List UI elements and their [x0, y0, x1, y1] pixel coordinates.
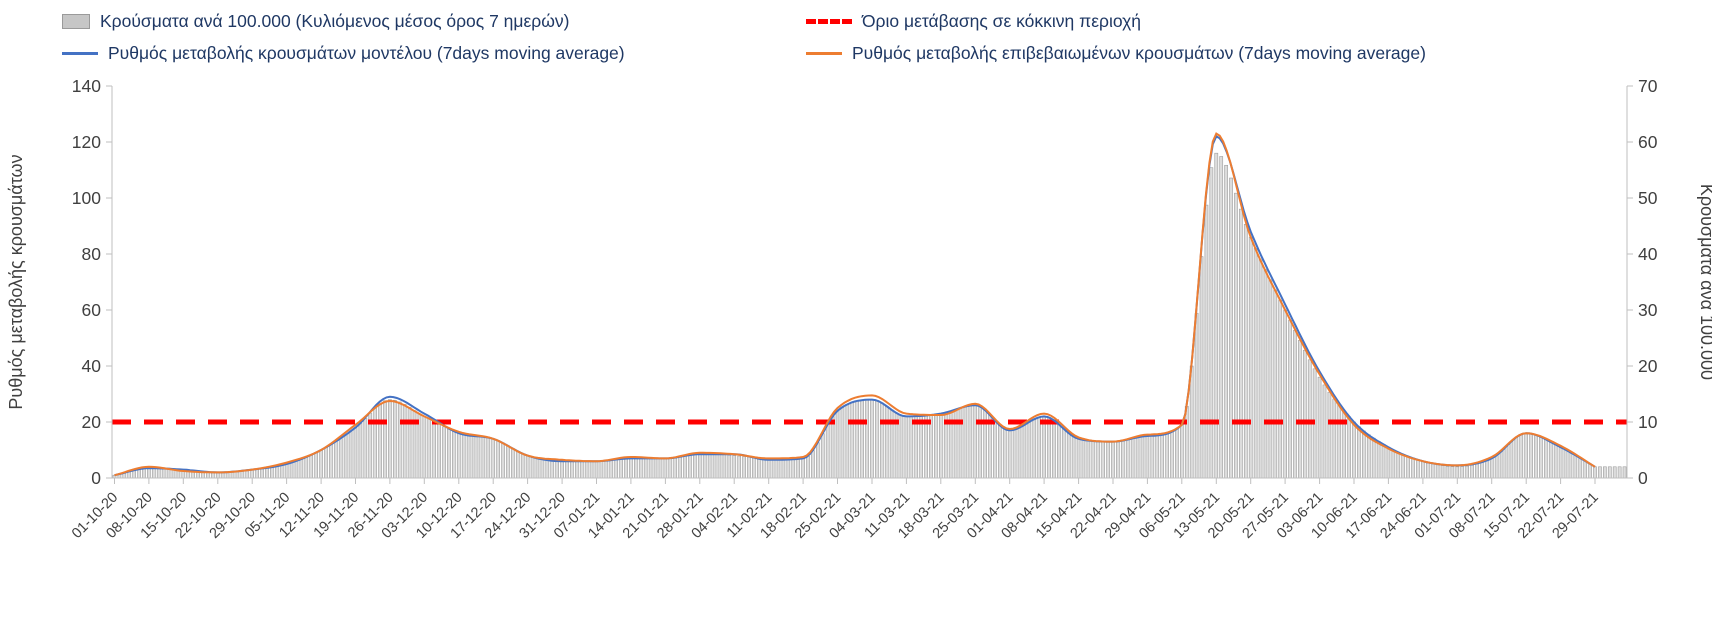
svg-text:20: 20 — [82, 412, 102, 432]
legend-row-1: Κρούσματα ανά 100.000 (Κυλιόμενος μέσος … — [0, 5, 1712, 37]
chart-svg: 0 20 40 60 80 100 120 140 0 10 20 30 40 50 60 70 01-10-2… — [6, 76, 1712, 542]
svg-text:20: 20 — [1638, 356, 1658, 376]
chart-canvas: 0 20 40 60 80 100 120 140 0 10 20 30 40 50 60 70 01-10-2… — [0, 70, 1712, 621]
legend-label-model: Ρυθμός μεταβολής κρουσμάτων μοντέλου (7d… — [108, 42, 625, 63]
svg-text:0: 0 — [91, 468, 101, 488]
legend-item-model: Ρυθμός μεταβολής κρουσμάτων μοντέλου (7d… — [62, 43, 806, 64]
legend-label-cases-bars: Κρούσματα ανά 100.000 (Κυλιόμενος μέσος … — [100, 10, 570, 31]
legend-item-threshold: Όριο μετάβασης σε κόκκινη περιοχή — [806, 11, 1141, 32]
left-axis-title: Ρυθμός μεταβολής κρουσμάτων — [6, 154, 26, 409]
legend-item-cases-bars: Κρούσματα ανά 100.000 (Κυλιόμενος μέσος … — [62, 11, 806, 32]
svg-text:40: 40 — [82, 356, 102, 376]
bar-swatch-icon — [62, 13, 90, 29]
svg-text:140: 140 — [72, 76, 101, 96]
blue-line-icon — [62, 51, 98, 55]
right-axis-title: Κρούσματα ανά 100.000 — [1697, 184, 1712, 380]
model-line — [114, 134, 1596, 477]
chart-legend: Κρούσματα ανά 100.000 (Κυλιόμενος μέσος … — [0, 5, 1712, 69]
x-axis: 01-10-2008-10-2015-10-2022-10-2029-10-20… — [69, 478, 1602, 542]
svg-text:60: 60 — [1638, 132, 1658, 152]
svg-text:40: 40 — [1638, 244, 1658, 264]
svg-text:60: 60 — [82, 300, 102, 320]
svg-text:70: 70 — [1638, 76, 1658, 96]
svg-text:30: 30 — [1638, 300, 1658, 320]
svg-text:100: 100 — [72, 188, 101, 208]
y-axis-right: 0 10 20 30 40 50 60 70 — [1627, 76, 1658, 488]
bars-series — [112, 152, 1627, 479]
legend-label-confirmed: Ρυθμός μεταβολής επιβεβαιωμένων κρουσμάτ… — [852, 42, 1426, 63]
red-dashed-line-icon — [806, 18, 852, 24]
svg-text:0: 0 — [1638, 468, 1648, 488]
svg-text:120: 120 — [72, 132, 101, 152]
orange-line-icon — [806, 51, 842, 55]
svg-text:10: 10 — [1638, 412, 1658, 432]
y-axis-left: 0 20 40 60 80 100 120 140 — [72, 76, 112, 488]
svg-text:80: 80 — [82, 244, 102, 264]
legend-label-threshold: Όριο μετάβασης σε κόκκινη περιοχή — [862, 10, 1142, 31]
confirmed-line — [114, 132, 1596, 477]
plot-frame — [111, 86, 1628, 479]
svg-text:50: 50 — [1638, 188, 1658, 208]
legend-row-2: Ρυθμός μεταβολής κρουσμάτων μοντέλου (7d… — [0, 37, 1712, 69]
legend-item-confirmed: Ρυθμός μεταβολής επιβεβαιωμένων κρουσμάτ… — [806, 43, 1426, 64]
